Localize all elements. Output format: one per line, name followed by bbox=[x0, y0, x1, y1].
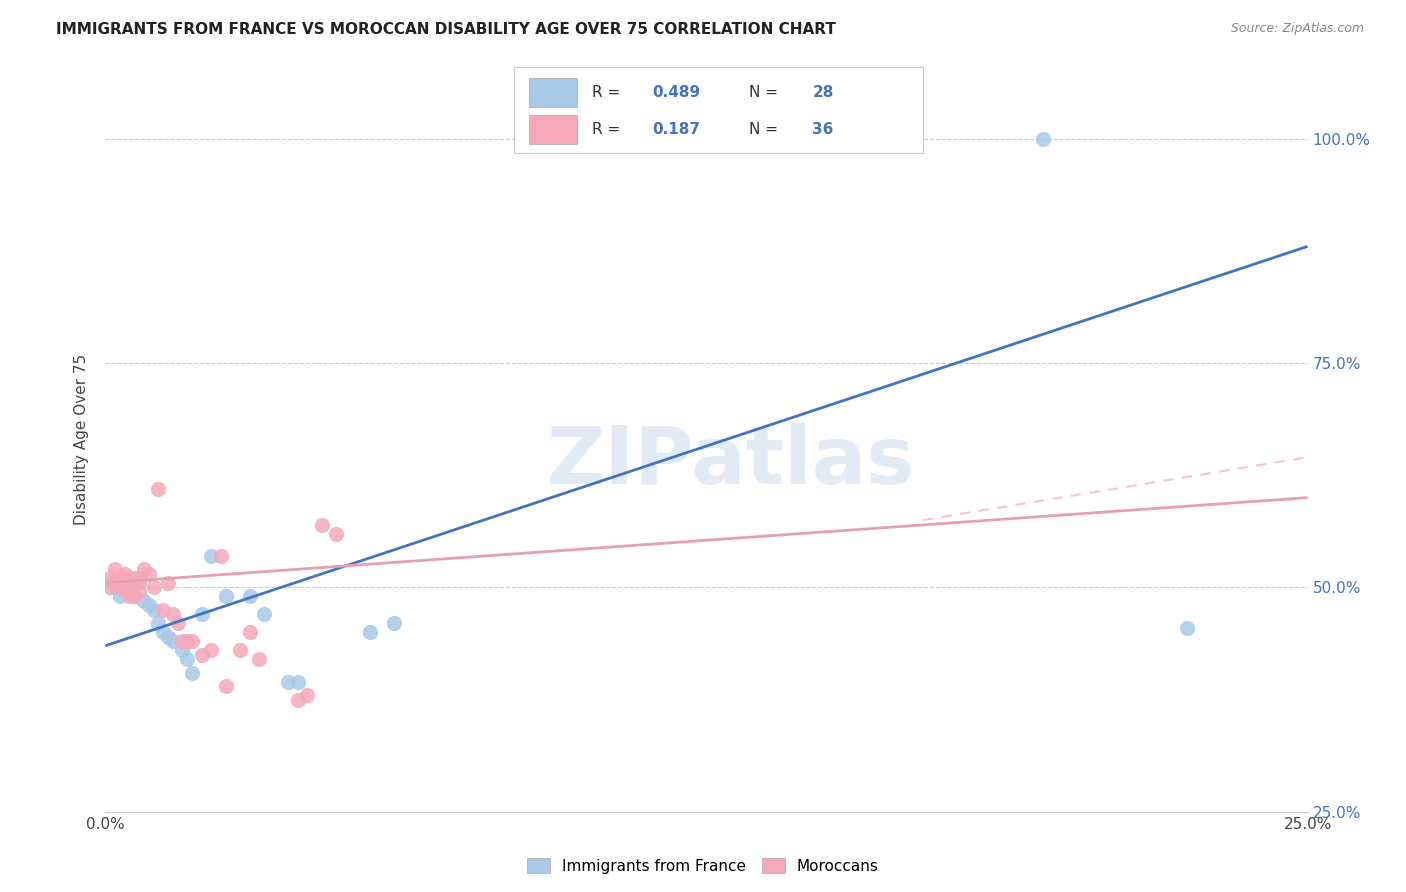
Point bbox=[98, 571, 121, 585]
Point bbox=[148, 482, 170, 496]
Point bbox=[142, 603, 165, 617]
FancyBboxPatch shape bbox=[529, 78, 576, 107]
Point bbox=[108, 580, 131, 594]
FancyBboxPatch shape bbox=[515, 67, 922, 153]
Text: R =: R = bbox=[592, 85, 626, 100]
Point bbox=[209, 549, 232, 563]
Text: IMMIGRANTS FROM FRANCE VS MOROCCAN DISABILITY AGE OVER 75 CORRELATION CHART: IMMIGRANTS FROM FRANCE VS MOROCCAN DISAB… bbox=[56, 22, 837, 37]
Point bbox=[1175, 621, 1198, 635]
Point bbox=[176, 634, 198, 648]
Point bbox=[1032, 131, 1054, 145]
Point bbox=[108, 571, 131, 585]
Point bbox=[190, 648, 212, 662]
Point bbox=[138, 566, 160, 581]
Point bbox=[162, 607, 184, 622]
Point bbox=[287, 692, 309, 706]
Point bbox=[200, 549, 222, 563]
Point bbox=[128, 571, 150, 585]
Point bbox=[114, 566, 136, 581]
Point bbox=[172, 643, 194, 657]
Point bbox=[247, 652, 270, 666]
Point bbox=[156, 575, 179, 590]
Point bbox=[118, 571, 141, 585]
Text: 0.489: 0.489 bbox=[652, 85, 700, 100]
Point bbox=[104, 562, 127, 576]
Text: 0.187: 0.187 bbox=[652, 122, 700, 137]
Point bbox=[277, 674, 299, 689]
Point bbox=[214, 590, 236, 604]
Point bbox=[239, 625, 262, 640]
Point bbox=[311, 517, 333, 532]
Point bbox=[138, 599, 160, 613]
Point bbox=[176, 652, 198, 666]
FancyBboxPatch shape bbox=[529, 115, 576, 144]
Text: R =: R = bbox=[592, 122, 626, 137]
Text: N =: N = bbox=[748, 122, 783, 137]
Point bbox=[229, 643, 252, 657]
Y-axis label: Disability Age Over 75: Disability Age Over 75 bbox=[75, 354, 90, 524]
Point bbox=[190, 607, 212, 622]
Point bbox=[181, 665, 204, 680]
Point bbox=[287, 674, 309, 689]
Point bbox=[166, 616, 188, 631]
Point bbox=[181, 634, 204, 648]
Point bbox=[152, 625, 174, 640]
Point bbox=[253, 607, 276, 622]
Text: 28: 28 bbox=[813, 85, 834, 100]
Point bbox=[108, 590, 131, 604]
Point bbox=[124, 590, 146, 604]
Point bbox=[214, 679, 236, 693]
Point bbox=[124, 571, 146, 585]
Point bbox=[152, 603, 174, 617]
Point bbox=[128, 575, 150, 590]
Point bbox=[114, 585, 136, 599]
Point bbox=[156, 630, 179, 644]
Point bbox=[382, 616, 405, 631]
Legend: Immigrants from France, Moroccans: Immigrants from France, Moroccans bbox=[522, 852, 884, 880]
Point bbox=[239, 590, 262, 604]
Point bbox=[142, 580, 165, 594]
Point bbox=[118, 590, 141, 604]
Point bbox=[98, 580, 121, 594]
Point bbox=[172, 634, 194, 648]
Point bbox=[200, 643, 222, 657]
Point bbox=[128, 585, 150, 599]
Point bbox=[162, 634, 184, 648]
Point bbox=[104, 575, 127, 590]
Point bbox=[124, 590, 146, 604]
Text: Source: ZipAtlas.com: Source: ZipAtlas.com bbox=[1230, 22, 1364, 36]
Point bbox=[98, 575, 121, 590]
Point bbox=[132, 594, 155, 608]
Point bbox=[325, 526, 347, 541]
Point bbox=[132, 562, 155, 576]
Text: 36: 36 bbox=[813, 122, 834, 137]
Point bbox=[114, 580, 136, 594]
Point bbox=[359, 625, 381, 640]
Point bbox=[118, 580, 141, 594]
Point bbox=[297, 688, 319, 702]
Text: ZIPatlas: ZIPatlas bbox=[547, 423, 915, 500]
Point bbox=[104, 580, 127, 594]
Point bbox=[148, 616, 170, 631]
Text: N =: N = bbox=[748, 85, 783, 100]
